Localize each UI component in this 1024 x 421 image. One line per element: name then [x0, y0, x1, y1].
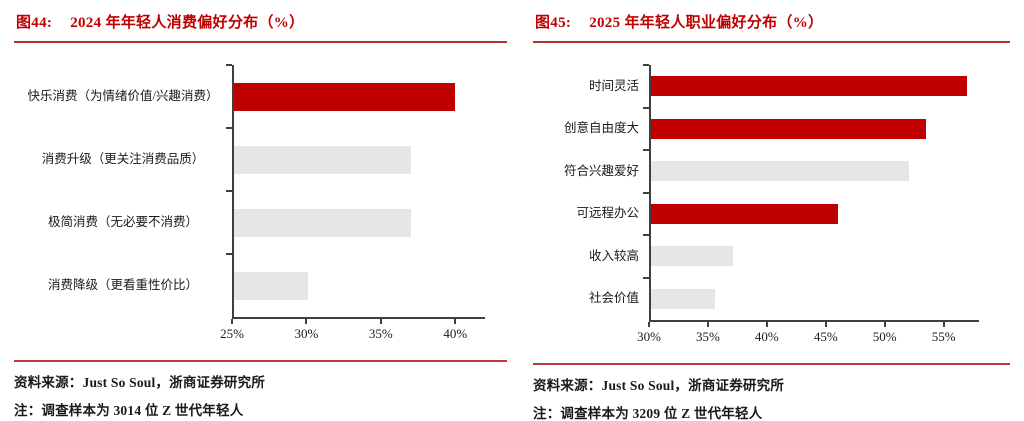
x-tick-label: 35%	[368, 326, 393, 341]
bar-highlighted	[651, 76, 968, 97]
chart-row: 社会价值	[533, 276, 979, 320]
x-tick-mark	[824, 322, 827, 327]
figure-label: 图44:	[16, 15, 53, 31]
x-tick-label: 25%	[220, 326, 244, 341]
bar-track	[226, 253, 485, 317]
bar-track	[643, 64, 979, 108]
chart-row: 符合兴趣爱好	[533, 149, 979, 193]
x-tick-mark	[765, 322, 768, 327]
bar-track	[643, 234, 979, 278]
x-tick-mark	[231, 319, 233, 324]
bar-muted	[234, 145, 412, 174]
chart-row: 消费升级（更关注消费品质）	[14, 127, 485, 191]
chart-row: 消费降级（更看重性价比）	[14, 253, 485, 317]
chart-rows: 快乐消费（为情绪价值/兴趣消费） 消费升级（更关注消费品质） 极简消费（无必要不消费…	[14, 64, 507, 317]
note-line: 注：调查样本为 3209 位 Z 世代年轻人	[533, 406, 763, 421]
footer-divider	[14, 360, 507, 362]
bar-highlighted	[651, 118, 927, 139]
x-tick-label: 40%	[443, 326, 468, 341]
category-label: 时间灵活	[588, 78, 639, 93]
x-tick-label: 30%	[637, 329, 661, 344]
category-label: 创意自由度大	[563, 121, 639, 136]
x-tick-label: 50%	[872, 329, 897, 344]
bar-muted	[651, 161, 909, 182]
bar-track	[643, 106, 979, 150]
bar-track	[226, 64, 485, 128]
x-tick-label: 45%	[813, 329, 838, 344]
figure-title-text: 2025 年年轻人职业偏好分布（%）	[589, 15, 824, 31]
chart-rows: 时间灵活创意自由度大 符合兴趣爱好可远程办公收入较高社会价值	[533, 64, 1010, 320]
bar-highlighted	[234, 82, 456, 111]
chart-row: 可远程办公	[533, 191, 979, 235]
bar-muted	[234, 208, 412, 237]
bar-track	[226, 190, 485, 254]
x-tick-mark	[706, 322, 709, 327]
x-tick-mark	[379, 319, 382, 324]
x-tick-label: 30%	[294, 326, 319, 341]
x-tick-mark	[883, 322, 886, 327]
category-label: 消费降级（更看重性价比）	[47, 277, 198, 292]
x-tick-mark	[648, 322, 650, 327]
figure-label: 图45:	[535, 15, 572, 31]
figure-title: 图44: 2024 年年轻人消费偏好分布（%）	[14, 9, 507, 43]
x-axis: 25% 30% 35% 40%	[220, 317, 485, 347]
chart-row: 收入较高	[533, 234, 979, 278]
category-label: 消费升级（更关注消费品质）	[41, 151, 205, 166]
bar-track	[643, 191, 979, 235]
bar-chart-consumption: 快乐消费（为情绪价值/兴趣消费） 消费升级（更关注消费品质） 极简消费（无必要不消费…	[14, 64, 507, 347]
category-label: 收入较高	[588, 248, 639, 263]
chart-row: 极简消费（无必要不消费）	[14, 190, 485, 254]
source-line: 资料来源：Just So Soul，浙商证券研究所	[14, 375, 266, 390]
figure-title-text: 2024 年年轻人消费偏好分布（%）	[70, 15, 305, 31]
bar-muted	[651, 246, 733, 267]
x-tick-mark	[942, 322, 945, 327]
chart-row: 时间灵活	[533, 64, 979, 108]
source-line: 资料来源：Just So Soul，浙商证券研究所	[533, 378, 785, 393]
footer-divider	[533, 363, 1010, 365]
figure-title: 图45: 2025 年年轻人职业偏好分布（%）	[533, 9, 1010, 43]
x-tick-mark	[454, 319, 457, 324]
x-axis: 30% 35% 40% 45% 50% 55%	[637, 320, 979, 350]
x-tick-label: 40%	[754, 329, 779, 344]
bar-track	[643, 149, 979, 193]
x-tick-mark	[305, 319, 308, 324]
category-label: 快乐消费（为情绪价值/兴趣消费）	[27, 88, 219, 103]
note-line: 注：调查样本为 3014 位 Z 世代年轻人	[14, 403, 244, 418]
x-tick-label: 55%	[931, 329, 956, 344]
category-label: 可远程办公	[576, 206, 639, 221]
bar-track	[643, 276, 979, 320]
figure-panel-44: 图44: 2024 年年轻人消费偏好分布（%） 快乐消费（为情绪价值/兴趣消费） 消…	[14, 9, 507, 421]
category-label: 社会价值	[588, 291, 639, 306]
category-label: 符合兴趣爱好	[563, 163, 639, 178]
figure-panel-45: 图45: 2025 年年轻人职业偏好分布（%） 时间灵活创意自由度大 符合兴趣爱好可…	[533, 9, 1010, 421]
bar-highlighted	[651, 203, 839, 224]
bar-chart-career: 时间灵活创意自由度大 符合兴趣爱好可远程办公收入较高社会价值 30% 35% 40% 4…	[533, 64, 1010, 350]
bar-muted	[234, 271, 308, 300]
chart-row: 创意自由度大	[533, 106, 979, 150]
figures-container: 图44: 2024 年年轻人消费偏好分布（%） 快乐消费（为情绪价值/兴趣消费） 消…	[14, 9, 1010, 421]
bar-muted	[651, 288, 716, 309]
x-tick-label: 35%	[696, 329, 720, 344]
category-label: 极简消费（无必要不消费）	[47, 214, 198, 229]
chart-row: 快乐消费（为情绪价值/兴趣消费）	[14, 64, 485, 128]
bar-track	[226, 127, 485, 191]
